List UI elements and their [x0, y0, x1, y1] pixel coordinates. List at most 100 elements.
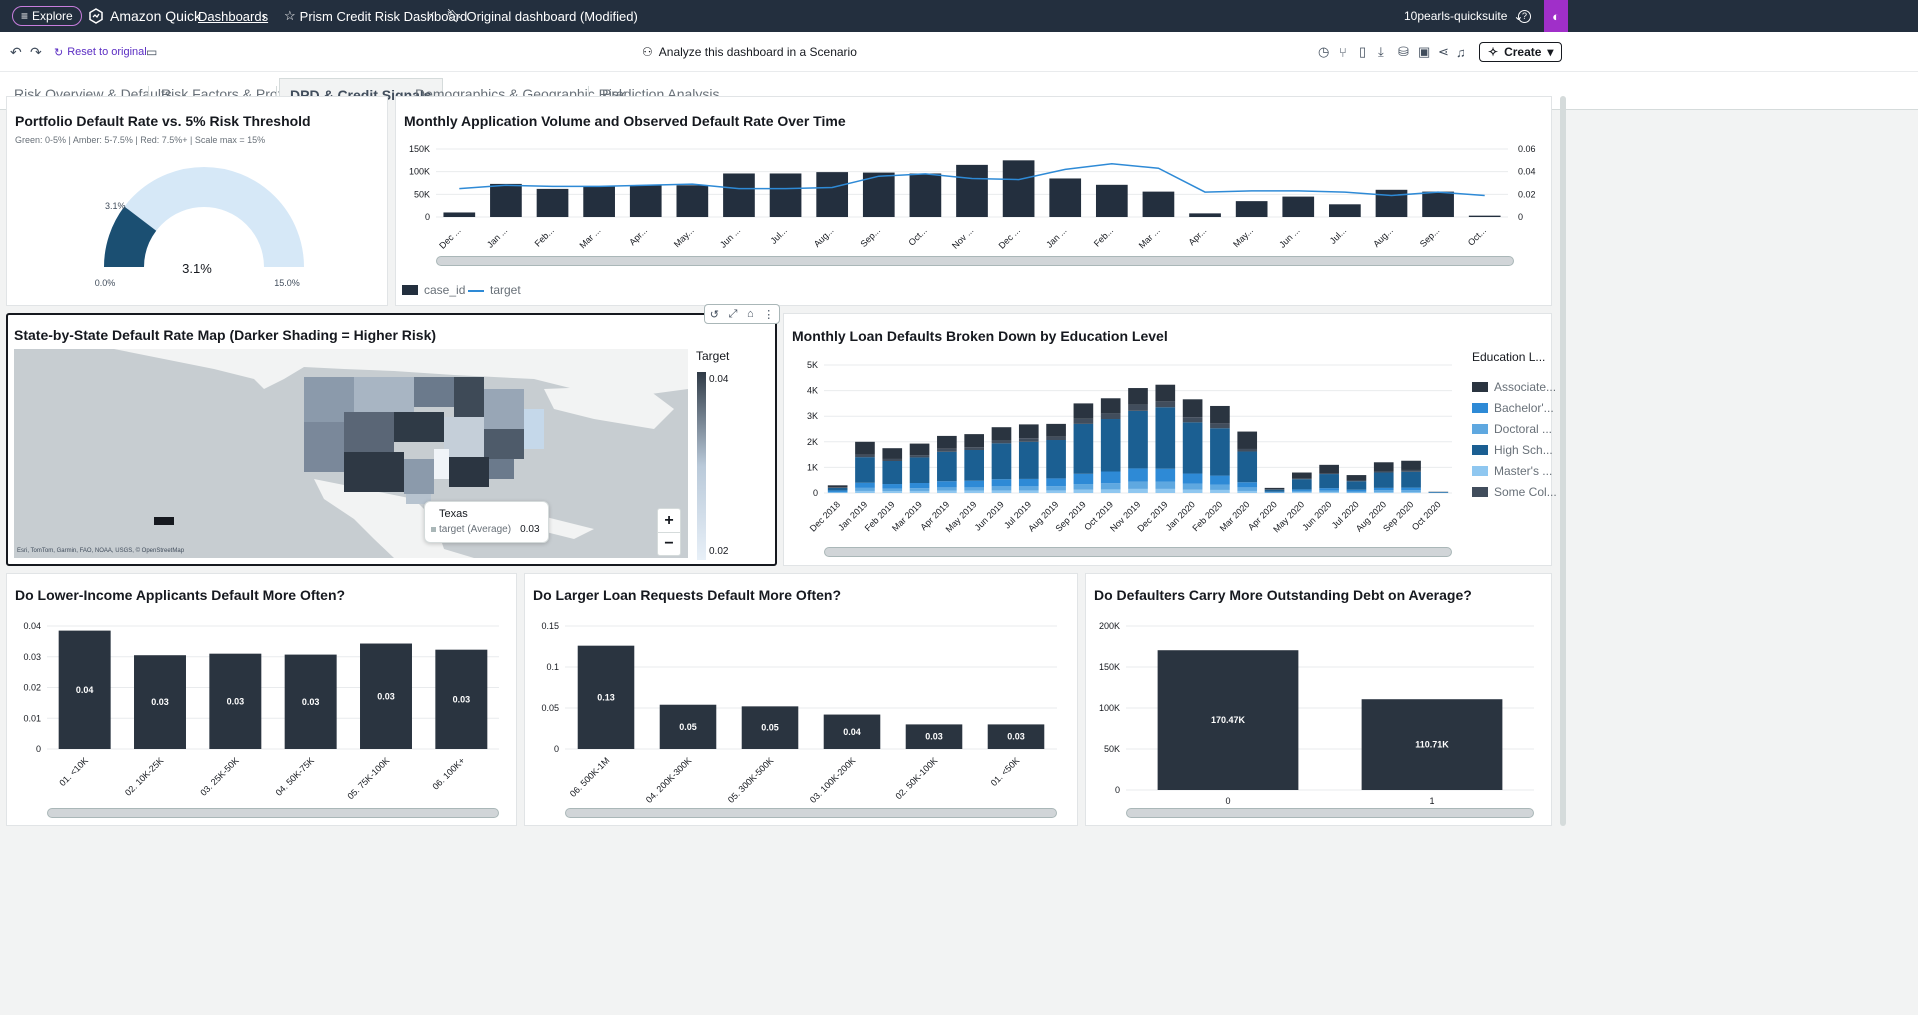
stacked-bar-segment	[1319, 464, 1339, 474]
gauge-panel[interactable]: Portfolio Default Rate vs. 5% Risk Thres…	[6, 96, 388, 306]
stacked-bar-segment	[1319, 488, 1339, 491]
bar	[134, 655, 186, 749]
star-icon[interactable]: ☆	[284, 8, 296, 23]
map-title: State-by-State Default Rate Map (Darker …	[14, 327, 437, 343]
expand-icon[interactable]: ⤢	[728, 307, 738, 320]
download-icon[interactable]: ⤓	[1378, 44, 1384, 59]
screen-icon[interactable]: ▭	[146, 45, 158, 59]
state-region[interactable]	[489, 459, 514, 479]
stacked-bar-segment	[964, 447, 985, 450]
undo-icon[interactable]: ↺	[709, 308, 719, 321]
account-menu[interactable]: 10pearls-quicksuite ⌄	[1404, 0, 1523, 32]
debt-scrollbar[interactable]	[1126, 808, 1534, 818]
assistant-icon[interactable]: ◐	[1544, 0, 1568, 32]
hawaii-region[interactable]	[154, 517, 174, 525]
stacked-bar-segment	[1128, 404, 1148, 411]
education-legend-item[interactable]: Some Col...	[1472, 485, 1557, 499]
version-selector[interactable]: 🔖︎ Original dashboard (Modified)	[446, 0, 638, 32]
bar	[987, 724, 1045, 749]
state-region-texas[interactable]	[406, 494, 431, 504]
state-region[interactable]	[394, 412, 444, 442]
share-icon[interactable]: ⋖	[1438, 44, 1449, 59]
monthly-volume-panel[interactable]: Monthly Application Volume and Observed …	[395, 96, 1552, 306]
state-region[interactable]	[344, 452, 404, 492]
data-label: 170.47K	[1211, 715, 1246, 725]
state-region[interactable]	[404, 459, 434, 494]
legend-label: Master's ...	[1494, 464, 1553, 478]
bookmark-icon[interactable]: ▯	[1359, 44, 1367, 59]
state-region[interactable]	[344, 412, 394, 452]
app-logo[interactable]: Amazon Quick	[88, 0, 201, 32]
zoom-in-button[interactable]: +	[658, 509, 680, 533]
state-region[interactable]	[484, 389, 524, 429]
data-label: 0.03	[1007, 732, 1025, 742]
branch-icon[interactable]: ⑂	[1339, 44, 1347, 60]
database-icon[interactable]: ⛁	[1398, 44, 1409, 59]
x-tick-label: Oct...	[907, 225, 929, 247]
x-tick-label: Jul...	[768, 225, 789, 246]
monthly-scrollbar[interactable]	[436, 256, 1514, 266]
legend-item-target[interactable]: target	[468, 283, 521, 297]
alert-bell-icon[interactable]: ♫	[1456, 44, 1466, 60]
state-region[interactable]	[484, 429, 524, 459]
page-scrollbar[interactable]	[1560, 96, 1566, 826]
schedule-icon[interactable]: ◷	[1318, 44, 1330, 59]
state-region[interactable]	[524, 409, 544, 449]
education-panel[interactable]: Monthly Loan Defaults Broken Down by Edu…	[783, 313, 1557, 566]
stacked-bar-segment	[991, 427, 1012, 441]
undo-icon[interactable]: ↶	[10, 43, 22, 60]
stacked-bar-segment	[1100, 483, 1121, 490]
stacked-bar-segment	[1264, 489, 1285, 492]
gauge-center-value: 3.1%	[182, 261, 212, 276]
debt-panel[interactable]: Do Defaulters Carry More Outstanding Deb…	[1085, 573, 1552, 826]
zoom-out-button[interactable]: −	[664, 535, 674, 552]
explore-button[interactable]: ≡ Explore	[12, 6, 82, 26]
income-title: Do Lower-Income Applicants Default More …	[15, 587, 346, 603]
state-map-panel[interactable]: State-by-State Default Rate Map (Darker …	[6, 304, 780, 566]
y-tick-label: 100K	[409, 167, 430, 177]
alert-icon[interactable]: ⌂	[746, 308, 754, 320]
series-line-target	[459, 162, 1485, 197]
loan-chart[interactable]: 0 0.05 0.1 0.15 0.13 06. 500K-1M 0.05 04. 200K-…	[525, 574, 1077, 825]
state-region[interactable]	[354, 377, 414, 412]
bar	[956, 164, 988, 217]
y2-tick-label: 0	[1518, 212, 1523, 222]
state-region[interactable]	[414, 377, 454, 407]
education-legend-item[interactable]: Master's ...	[1472, 464, 1552, 478]
state-region[interactable]	[449, 457, 489, 487]
education-scrollbar[interactable]	[824, 547, 1452, 557]
y-tick-label: 0.02	[23, 683, 41, 693]
more-options-icon[interactable]: ⋮	[763, 308, 775, 321]
tooltip-state: Texas	[439, 508, 468, 520]
create-button[interactable]: ✧ Create ▾	[1479, 42, 1563, 62]
income-panel[interactable]: Do Lower-Income Applicants Default More …	[6, 573, 517, 826]
stacked-bar-segment	[1291, 489, 1312, 491]
education-legend-item[interactable]: Bachelor'...	[1472, 401, 1554, 415]
education-legend-item[interactable]: Doctoral ...	[1472, 422, 1552, 436]
redo-icon[interactable]: ↷	[30, 43, 42, 60]
loan-scrollbar[interactable]	[565, 808, 1057, 818]
debt-chart[interactable]: 0 50K 100K 150K 200K 170.47K 0 110.71K 1	[1086, 574, 1551, 825]
state-region[interactable]	[444, 417, 484, 457]
loan-panel[interactable]: Do Larger Loan Requests Default More Oft…	[524, 573, 1078, 826]
income-scrollbar[interactable]	[47, 808, 499, 818]
legend-swatch	[1472, 487, 1488, 497]
breadcrumb-dashboard[interactable]: ☆ Prism Credit Risk Dashboard	[284, 0, 467, 32]
save-icon[interactable]: ▣	[1418, 44, 1431, 59]
legend-item-case-id[interactable]: case_id	[402, 283, 465, 297]
state-region[interactable]	[304, 422, 344, 472]
education-legend-item[interactable]: High Sch...	[1472, 443, 1553, 457]
education-legend-item[interactable]: Associate...	[1472, 380, 1556, 394]
scenario-button[interactable]: ⚇ Analyze this dashboard in a Scenario	[642, 32, 857, 72]
stacked-bar-segment	[1210, 489, 1230, 493]
state-region[interactable]	[454, 377, 484, 417]
state-region[interactable]	[434, 449, 449, 479]
us-map[interactable]	[14, 349, 688, 558]
reset-to-original-button[interactable]: ↻ Reset to original	[54, 32, 147, 72]
monthly-chart[interactable]: 0 50K 100K 150K 0 0.02 0.04 0.06 Dec ... Jan ... F…	[396, 97, 1551, 305]
income-chart[interactable]: 0 0.01 0.02 0.03 0.04 0.04 01. <10K 0.03 02. 10K…	[7, 574, 516, 825]
stacked-bar-segment	[937, 448, 957, 452]
breadcrumb-dashboards[interactable]: Dashboards	[198, 8, 269, 24]
help-icon[interactable]: ?	[1518, 0, 1531, 32]
